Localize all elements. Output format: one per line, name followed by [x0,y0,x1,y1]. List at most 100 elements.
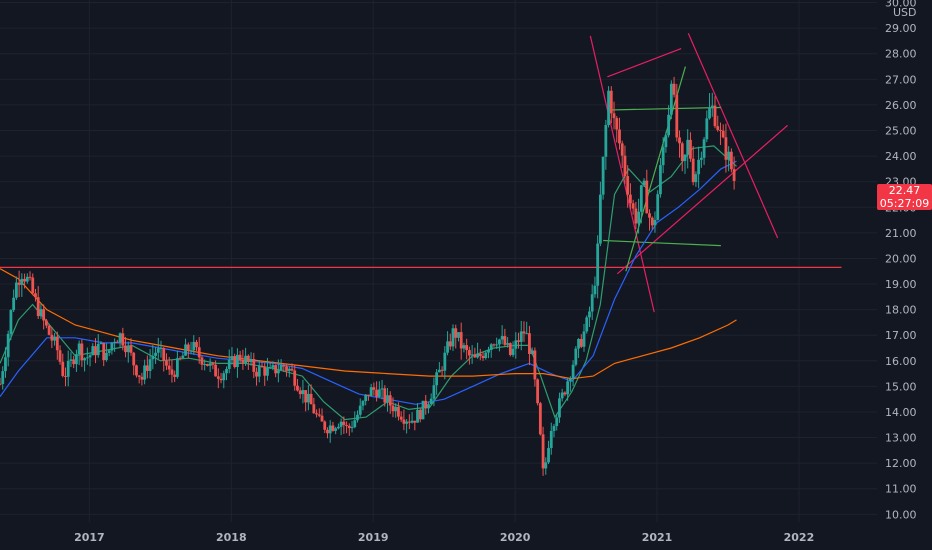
candle-body [320,415,324,422]
candle-body [508,343,512,355]
candle-body [680,143,684,161]
candle-body [566,381,570,395]
candle-body [296,385,299,391]
candle-body [170,369,174,375]
candle-body [637,211,640,224]
candle-body [200,357,204,365]
moving-average-line [0,160,737,405]
candle-body [151,355,155,360]
price-tick-label: 19.00 [885,278,917,291]
candle-body [689,139,692,159]
candle-body [604,125,608,157]
price-tick-label: 28.00 [885,48,917,61]
candle-body [347,425,351,429]
candle-body [375,389,379,397]
candle-body [118,333,122,343]
time-tick-label: 2019 [358,531,389,544]
candle-body [440,369,444,371]
candle-body [555,417,559,427]
time-axis-bg[interactable] [0,522,932,550]
candle-body [96,344,100,356]
trend-line[interactable] [616,124,788,275]
price-tick-label: 12.00 [885,457,917,470]
candle-body [500,336,504,340]
trend-line[interactable] [589,35,655,313]
candle-body [729,151,733,170]
candle-body [306,393,310,403]
candle-body [132,352,136,366]
candle-body [558,398,561,418]
moving-average-line [0,268,737,380]
candle-body [353,420,357,428]
candle-body [498,339,501,345]
candle-body [47,325,51,335]
candle-body [143,365,147,380]
trend-line[interactable] [608,106,721,111]
candle-body [162,347,166,361]
candle-body [159,347,163,349]
candle-body [563,392,567,395]
price-tick-label: 18.00 [885,304,917,317]
trend-line[interactable] [603,239,721,247]
candle-body [650,217,654,226]
candle-body [525,333,529,335]
candle-body [549,430,553,448]
candle-body [208,363,212,366]
candle-body [675,94,679,138]
candle-body [369,387,373,396]
candle-body [386,395,389,403]
candle-body [421,400,425,420]
candle-body [91,346,95,356]
candle-body [672,83,676,95]
candle-body [367,394,370,396]
time-axis[interactable]: 2017 2018 2019 2020 2021 2022 [74,531,814,544]
candle-body [459,332,463,349]
candle-body [274,365,278,374]
candle-body [246,355,250,362]
candle-body [345,424,348,426]
candle-body [669,83,673,115]
candle-body [279,365,283,371]
candle-body [629,194,632,204]
candle-body [69,359,73,361]
candle-body [9,310,13,334]
candle-body [694,174,698,183]
candle-body [574,348,578,365]
trend-line[interactable] [687,33,779,239]
candle-body [195,341,198,348]
candle-body [661,147,665,166]
candle-body [17,282,21,285]
price-axis[interactable]: 10.00 11.00 12.00 13.00 14.00 15.00 16.00 17.00… [885,0,917,521]
candle-body [263,366,267,376]
candle-body [356,414,359,421]
candle-body [39,309,43,317]
candle-body [186,344,190,351]
trend-line[interactable] [607,48,682,78]
candle-body [473,354,477,358]
candle-body [197,347,201,358]
bar-countdown: 05:27:09 [879,197,930,210]
candle-body [154,352,157,356]
candle-body [541,434,545,469]
price-axis-bg[interactable] [877,0,932,522]
candle-body [519,331,523,342]
candle-body [432,385,436,399]
candle-body [276,370,280,374]
price-tick-label: 30.00 [885,0,917,10]
time-tick-label: 2021 [642,531,673,544]
candle-body [126,345,130,353]
candle-body [702,139,706,158]
candle-body [102,343,106,361]
price-tick-label: 29.00 [885,22,917,35]
candle-body [290,368,294,371]
price-tick-label: 25.00 [885,125,917,138]
candle-body [683,154,687,161]
candle-body [244,355,248,363]
candle-body [301,390,305,395]
grid-lines [0,0,877,522]
candle-body [34,293,37,298]
candle-body [342,421,346,425]
candle-body [249,358,253,362]
